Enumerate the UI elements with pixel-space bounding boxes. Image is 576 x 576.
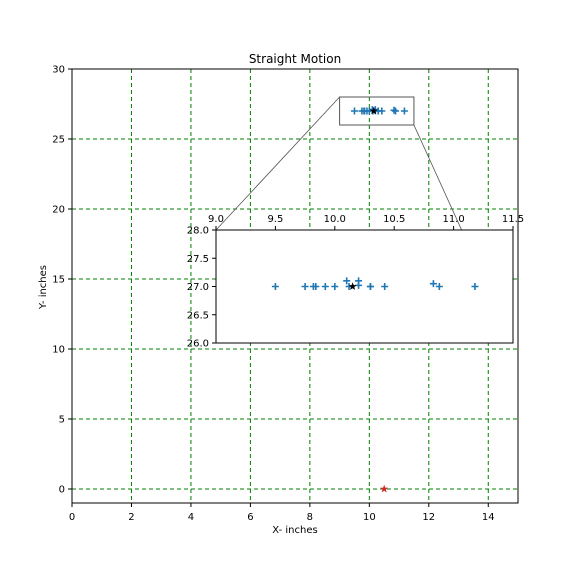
inset-data-point-plus [471, 283, 479, 290]
inset-data-point-plus [343, 277, 351, 285]
zoom-connector-line [215, 96, 340, 231]
inset-y-tick-label: 27.5 [187, 254, 209, 265]
inset-data-points [271, 277, 479, 290]
main-plot-frame [71, 68, 519, 504]
data-point-plus [391, 107, 399, 115]
x-tick-label: 12 [422, 512, 435, 523]
y-tick-label: 30 [52, 65, 65, 76]
x-tick-label: 2 [128, 512, 134, 523]
data-point-plus [350, 107, 358, 115]
y-axis-label: Y- inches [38, 265, 49, 310]
x-tick-label: 14 [482, 512, 495, 523]
y-tick-label: 15 [52, 275, 65, 286]
inset-x-tick-label: 11.0 [442, 214, 464, 225]
inset-chart: 9.0 9.5 10.0 10.5 11.0 11.5 26.026.527.027.52… [187, 214, 524, 350]
data-point-plus [400, 107, 408, 115]
main-data-points [350, 106, 408, 493]
inset-x-tick-label: 10.5 [383, 214, 405, 225]
inset-y-ticks: 26.0 26.5 27.0 27.5 28.0 [187, 226, 216, 350]
y-tick-label: 25 [52, 135, 65, 146]
x-axis-label: X- inches [272, 525, 317, 536]
inset-y-tick-label: 26.0 [187, 339, 209, 350]
inset-x-tick-label: 9.0 [208, 214, 224, 225]
inset-data-point-plus [381, 283, 389, 290]
x-tick-label: 10 [363, 512, 376, 523]
inset-data-point-plus [301, 283, 309, 290]
y-tick-label: 20 [52, 205, 65, 216]
y-tick-label: 0 [59, 485, 65, 496]
inset-x-tick-label: 10.0 [324, 214, 346, 225]
inset-y-tick-label: 28.0 [187, 226, 209, 237]
inset-data-point-plus [429, 280, 437, 288]
data-point-plus [378, 107, 386, 115]
main-y-ticks: 0 5 10 15 20 25 30 [52, 65, 72, 496]
main-x-ticks: 0 2 4 6 8 10 12 14 [69, 503, 495, 523]
inset-data-point-plus [312, 283, 320, 290]
x-tick-label: 4 [188, 512, 194, 523]
inset-data-point-plus [366, 283, 374, 290]
x-tick-label: 6 [247, 512, 253, 523]
start-point-star [380, 484, 389, 493]
zoom-region-box [339, 96, 415, 126]
inset-y-tick-label: 27.0 [187, 282, 209, 293]
x-tick-label: 0 [69, 512, 75, 523]
inset-x-tick-label: 11.5 [502, 214, 524, 225]
inset-data-point-plus [321, 283, 329, 290]
inset-data-point-plus [435, 283, 443, 290]
inset-data-point-plus [355, 277, 363, 285]
inset-data-point-plus [271, 283, 279, 290]
inset-x-ticks: 9.0 9.5 10.0 10.5 11.0 11.5 [208, 214, 524, 230]
y-tick-label: 10 [52, 345, 65, 356]
inset-data-point-plus [331, 283, 339, 290]
chart-title: Straight Motion [249, 52, 341, 66]
inset-background [216, 230, 513, 343]
y-tick-label: 5 [59, 415, 65, 426]
x-tick-label: 8 [307, 512, 313, 523]
target-point-star [369, 106, 378, 115]
inset-y-tick-label: 26.5 [187, 310, 209, 321]
inset-target-point-star [348, 282, 357, 290]
inset-x-tick-label: 9.5 [267, 214, 283, 225]
